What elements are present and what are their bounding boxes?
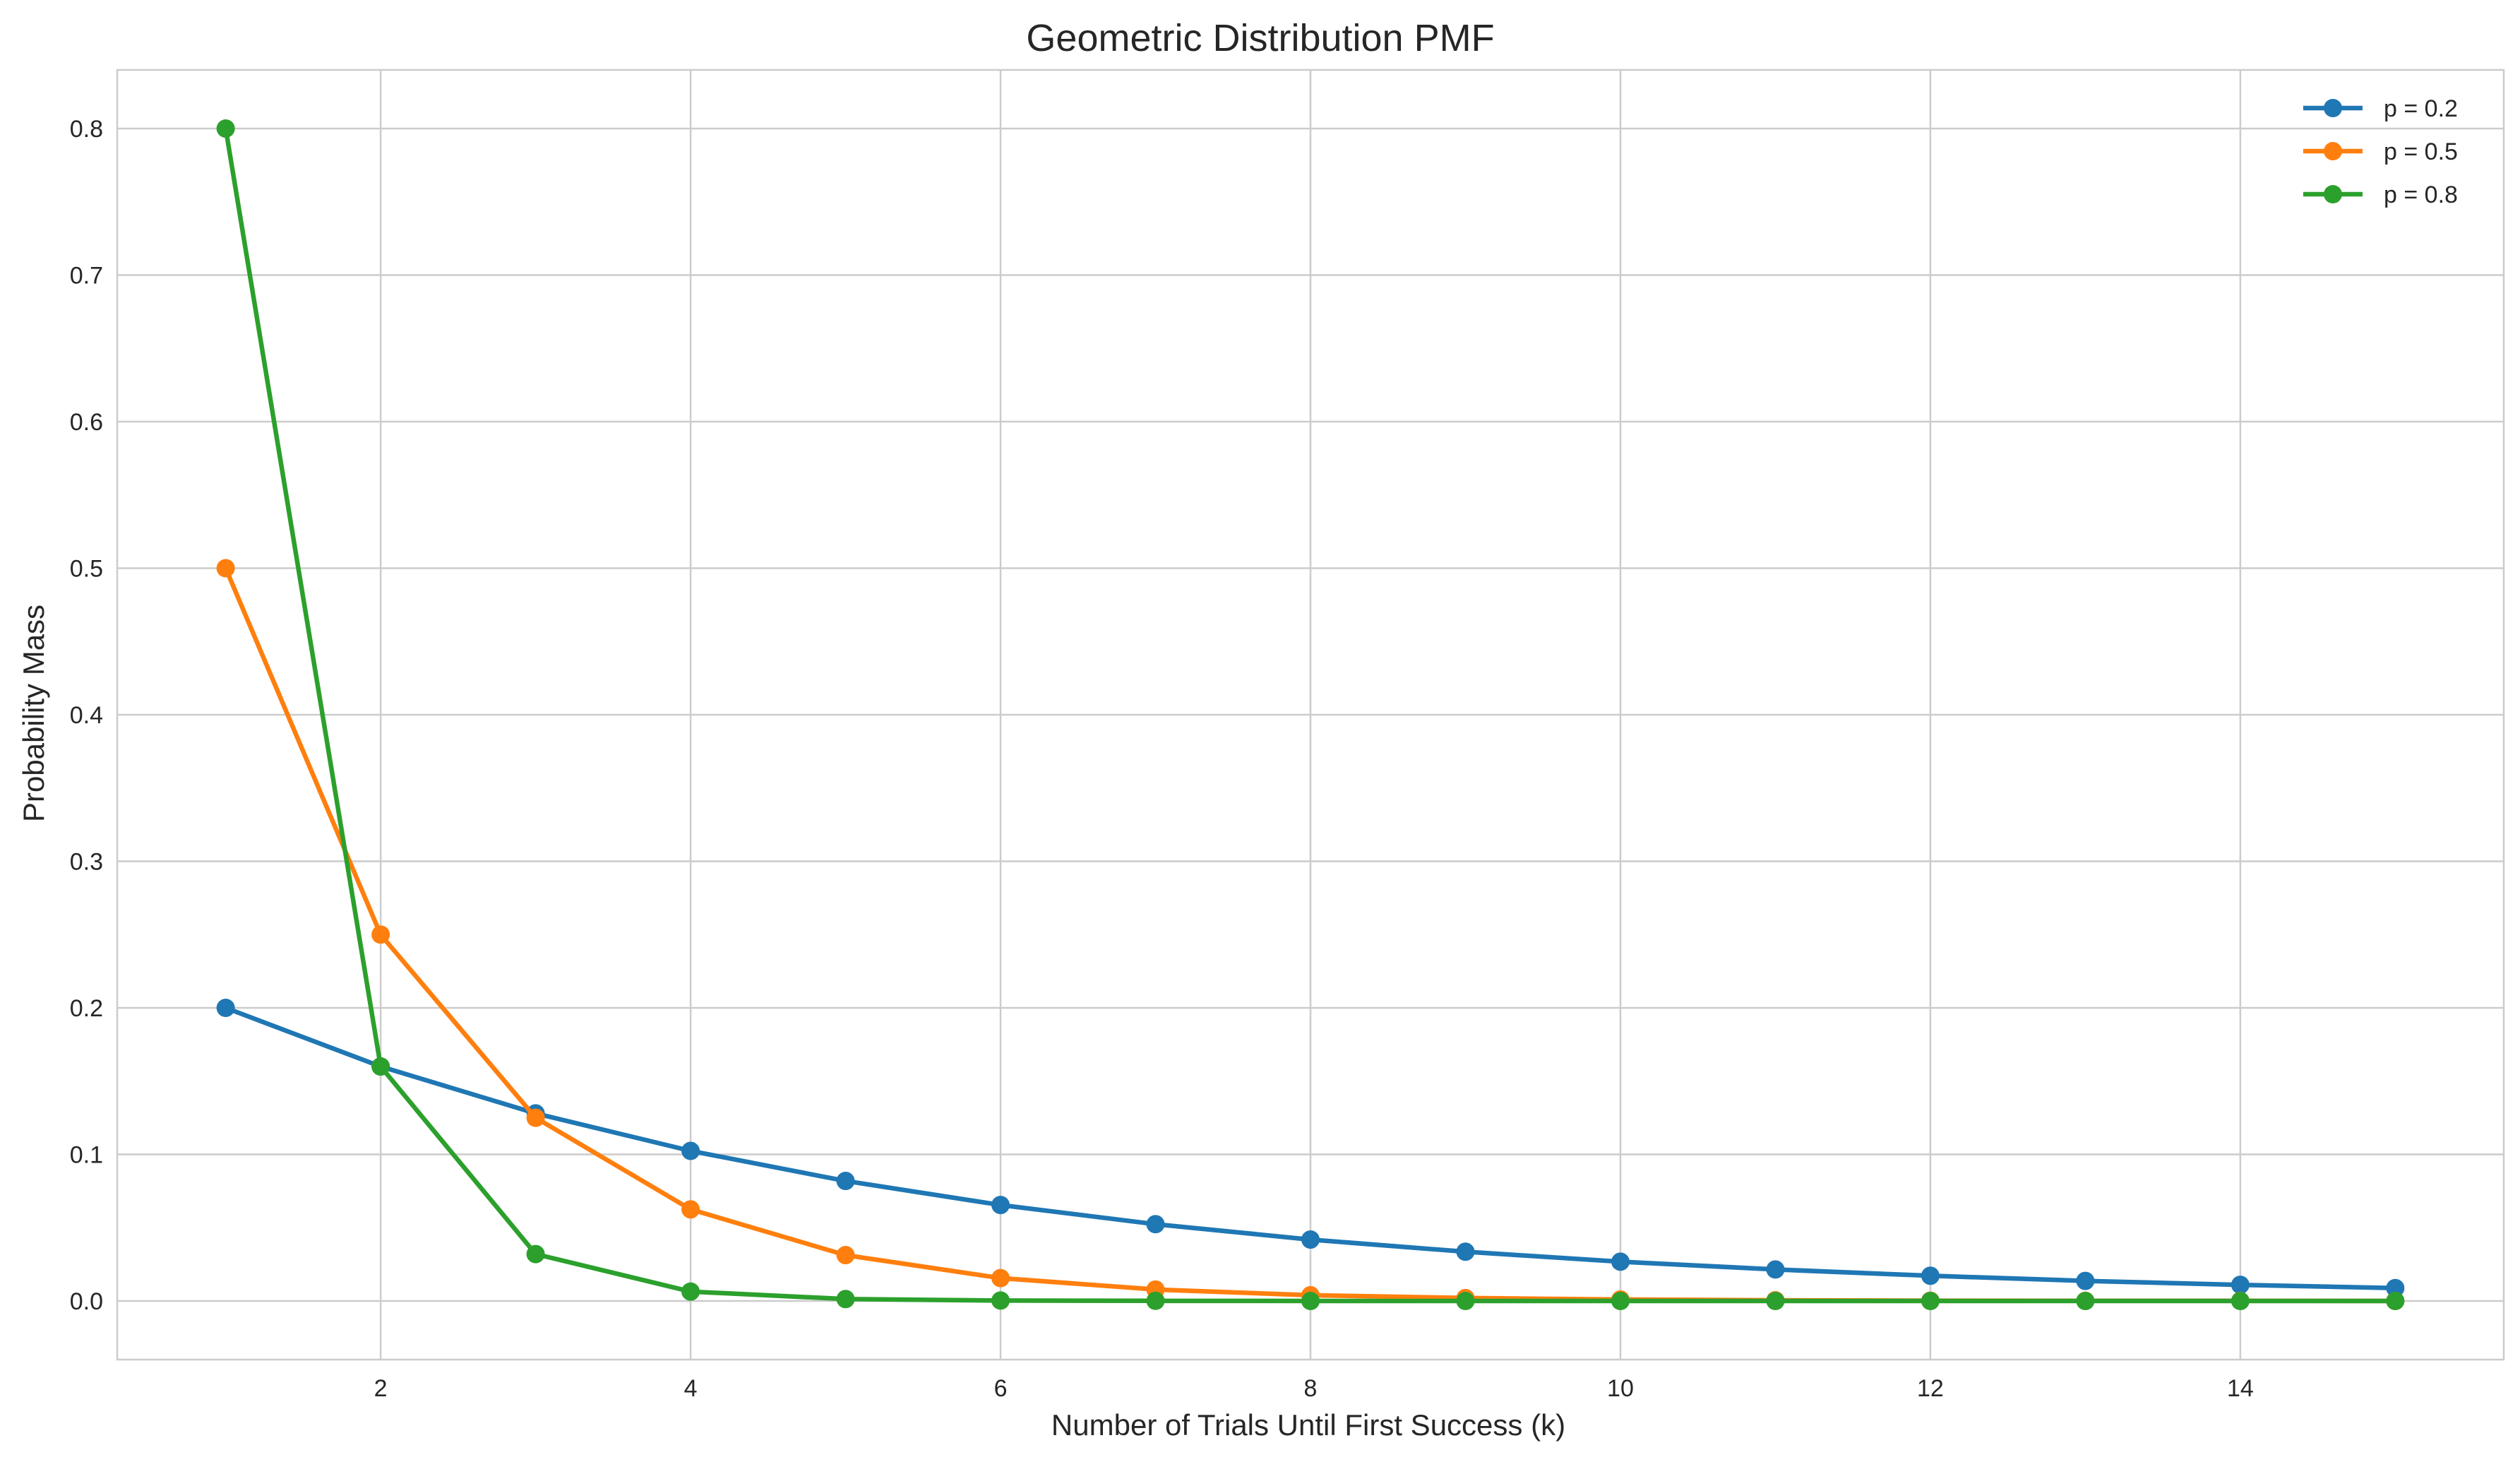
y-tick-label: 0.6	[70, 409, 103, 436]
y-tick-label: 0.1	[70, 1142, 103, 1169]
series-3	[216, 119, 2405, 1310]
data-point	[681, 1200, 700, 1219]
data-point	[2231, 1292, 2250, 1310]
data-point	[1766, 1292, 1785, 1310]
data-point	[1456, 1292, 1475, 1310]
x-tick-label: 12	[1917, 1375, 1944, 1402]
data-point	[2386, 1292, 2405, 1310]
series-lines	[216, 119, 2405, 1310]
plot-frame	[116, 69, 2505, 1361]
data-point	[836, 1290, 855, 1309]
legend-label: p = 0.8	[2384, 182, 2458, 208]
series-1	[216, 999, 2405, 1297]
data-point	[2076, 1271, 2095, 1290]
tick-labels: 2 4 6 8 10 12 14 0.0 0.1 0.2 0.3 0.4 0.5 0.6 0.7 0.8	[70, 116, 2254, 1402]
data-point	[216, 999, 235, 1017]
y-tick-label: 0.4	[70, 702, 103, 729]
legend-marker	[2324, 99, 2342, 117]
data-point	[371, 1057, 390, 1076]
data-point	[1611, 1292, 1630, 1310]
data-point	[991, 1268, 1010, 1288]
x-tick-label: 14	[2227, 1375, 2254, 1402]
legend-item: p = 0.5	[2303, 138, 2458, 165]
x-tick-label: 2	[374, 1375, 388, 1402]
data-point	[2386, 1278, 2405, 1297]
data-point	[1766, 1260, 1785, 1279]
x-tick-label: 10	[1607, 1375, 1634, 1402]
x-tick-label: 8	[1304, 1375, 1318, 1402]
data-point	[991, 1196, 1010, 1215]
data-point	[2076, 1292, 2095, 1310]
data-point	[1146, 1215, 1165, 1234]
data-point	[216, 559, 235, 578]
data-point	[371, 925, 390, 944]
y-tick-label: 0.7	[70, 263, 103, 290]
y-axis-label: Probability Mass	[17, 605, 50, 822]
y-tick-label: 0.8	[70, 116, 103, 143]
legend-label: p = 0.5	[2384, 138, 2458, 165]
chart-title: Geometric Distribution PMF	[1026, 17, 1494, 59]
legend-label: p = 0.2	[2384, 95, 2458, 122]
data-point	[1921, 1292, 1940, 1310]
x-axis-label: Number of Trials Until First Success (k)	[1051, 1408, 1565, 1442]
y-tick-label: 0.0	[70, 1288, 103, 1315]
legend-marker	[2324, 185, 2342, 203]
data-point	[836, 1246, 855, 1265]
x-tick-label: 4	[684, 1375, 698, 1402]
legend-item: p = 0.8	[2303, 182, 2458, 208]
y-tick-label: 0.3	[70, 849, 103, 876]
data-point	[1146, 1291, 1165, 1310]
y-tick-label: 0.2	[70, 995, 103, 1022]
legend: p = 0.2 p = 0.5 p = 0.8	[2303, 95, 2458, 208]
data-point	[681, 1282, 700, 1301]
data-point	[1456, 1242, 1475, 1261]
data-point	[1301, 1292, 1320, 1310]
data-point	[2231, 1276, 2250, 1295]
x-tick-label: 6	[994, 1375, 1008, 1402]
grid	[117, 70, 2504, 1360]
data-point	[526, 1108, 545, 1127]
data-point	[1301, 1230, 1320, 1249]
data-point	[1921, 1266, 1940, 1285]
data-point	[991, 1291, 1010, 1310]
data-point	[1611, 1252, 1630, 1271]
y-tick-label: 0.5	[70, 556, 103, 583]
data-point	[681, 1141, 700, 1160]
legend-item: p = 0.2	[2303, 95, 2458, 122]
data-point	[836, 1172, 855, 1191]
legend-marker	[2324, 142, 2342, 160]
data-point	[526, 1244, 545, 1264]
data-point	[216, 119, 235, 138]
